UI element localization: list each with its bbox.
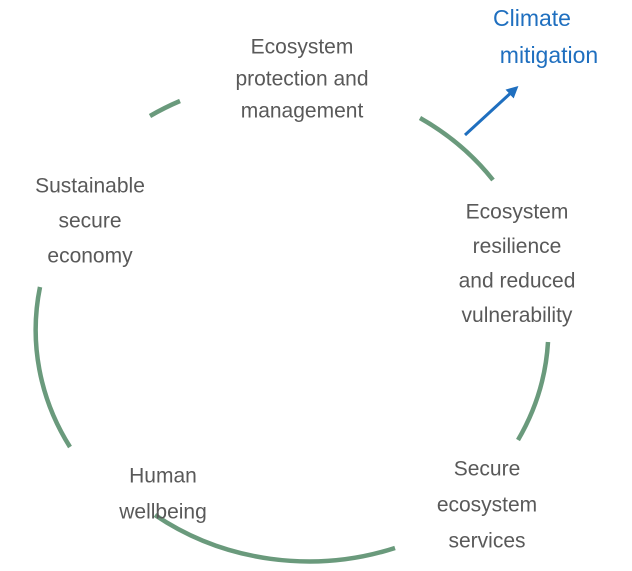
label-line: services [448,530,525,553]
cycle-arc [418,116,495,182]
cycle-arc [516,341,551,442]
label-line: protection and [235,68,368,91]
label-line: wellbeing [118,501,207,524]
label-line: Sustainable [35,175,145,198]
label-line: management [241,100,364,123]
label-line: economy [47,245,133,268]
label-line: and reduced [459,270,576,293]
arrow [463,85,519,137]
label-line: vulnerability [462,304,573,327]
label-line: Ecosystem [251,36,354,59]
label-line: ecosystem [437,494,537,517]
cycle-arc [153,513,396,564]
cycle-arc [33,286,72,449]
label-line: Human [129,465,197,488]
label-line: Ecosystem [466,201,569,224]
cycle-arc [148,98,181,118]
labels: Ecosystem protection and management Ecosyst… [35,5,598,552]
label-line: Climate [493,5,571,31]
label-line: Secure [454,458,521,481]
label-line: mitigation [500,42,598,68]
label-line: resilience [473,235,562,258]
label-line: secure [58,210,121,233]
